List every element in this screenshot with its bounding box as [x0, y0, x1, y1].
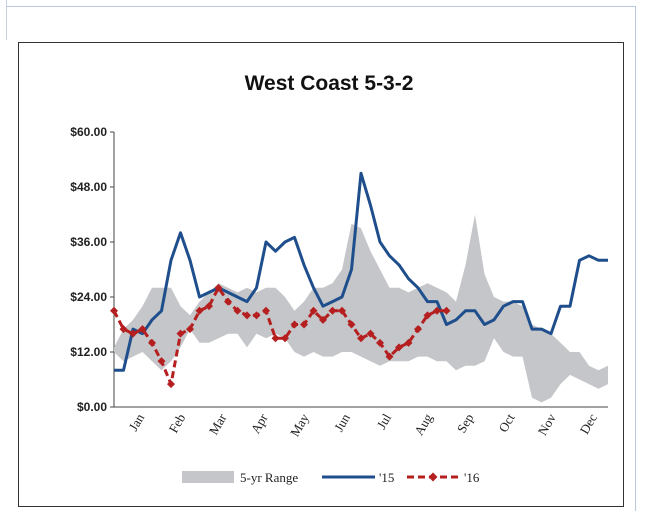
x-tick-label: May — [287, 411, 312, 440]
legend-label-2015: '15 — [379, 470, 394, 485]
y-tick-label: $60.00 — [70, 125, 107, 139]
y-tick-label: $36.00 — [70, 235, 107, 249]
y-tick-label: $12.00 — [70, 345, 107, 359]
x-tick-label: Mar — [206, 410, 230, 437]
series-2016-point — [233, 306, 242, 315]
series-2016-point — [357, 334, 365, 343]
series-2016-point — [338, 306, 346, 315]
y-tick-label: $0.00 — [77, 400, 107, 414]
x-tick-label: Apr — [248, 410, 271, 436]
series-2016-point — [167, 380, 175, 389]
series-2016-point — [290, 320, 299, 329]
x-tick-label: Oct — [495, 411, 518, 435]
y-axis-ticks: $0.00 $12.00 $24.00 $36.00 $48.00 $60.00 — [70, 125, 114, 414]
series-2016-point — [423, 311, 432, 320]
x-tick-label: Jun — [331, 411, 353, 435]
series-2015-line — [114, 171, 608, 372]
series-2016-point — [129, 329, 137, 338]
legend-swatch-range — [182, 471, 234, 483]
x-tick-label: Aug — [411, 411, 435, 438]
x-axis-ticks: Jan Feb Mar Apr May Jun Jul Aug Sep Oct Nov Dec — [126, 410, 601, 439]
legend-marker-2016 — [428, 472, 438, 482]
x-tick-label: Jan — [126, 411, 148, 434]
range-band-group — [114, 214, 608, 403]
series-2016-point — [404, 338, 413, 347]
series-2016-point — [119, 325, 128, 334]
chart-title: West Coast 5-3-2 — [245, 72, 414, 95]
series-2016-point — [395, 343, 403, 352]
series-2016-point — [243, 311, 251, 320]
series-2016-point — [157, 357, 166, 366]
series-2016-point — [224, 297, 232, 306]
series-2016-point — [186, 325, 194, 334]
window-frame — [6, 6, 636, 511]
series-2016-point — [214, 283, 223, 292]
series-2016-point — [328, 306, 337, 315]
legend-label-range: 5-yr Range — [240, 470, 298, 485]
series-2016-point — [176, 329, 185, 338]
x-tick-label: Nov — [535, 411, 559, 438]
series-2016-point — [433, 306, 441, 315]
series-2016-point — [148, 338, 156, 347]
x-tick-label: Jul — [374, 411, 395, 432]
legend-label-2016: '16 — [464, 470, 480, 485]
series-2016-point — [376, 338, 384, 347]
legend: 5-yr Range '15 '16 — [182, 470, 480, 485]
series-2016-point — [309, 306, 318, 315]
window-frame-mark — [6, 0, 7, 40]
series-2016-point — [347, 320, 356, 329]
series-2016-point — [366, 329, 375, 338]
series-2016-point — [319, 315, 327, 324]
series-2016-point — [205, 302, 213, 311]
series-2016-line — [112, 286, 447, 386]
series-2016-point — [195, 306, 204, 315]
series-2016-point — [271, 334, 280, 343]
y-tick-label: $24.00 — [70, 290, 107, 304]
gridlines — [113, 132, 608, 408]
x-tick-label: Sep — [454, 411, 477, 435]
chart-container: West Coast 5-3-2 $0.00 $12.00 $24.00 $36.00… — [18, 42, 624, 507]
series-2016-point — [442, 306, 451, 315]
series-2016-point — [300, 320, 308, 329]
series-2016-point — [262, 306, 270, 315]
x-tick-label: Dec — [577, 411, 601, 437]
range-band — [114, 214, 608, 403]
series-2016-point — [281, 334, 289, 343]
chart-svg: West Coast 5-3-2 $0.00 $12.00 $24.00 $36.00… — [70, 72, 608, 485]
x-tick-label: Feb — [166, 411, 189, 435]
y-tick-label: $48.00 — [70, 180, 107, 194]
series-2016-point — [385, 352, 394, 361]
series-2016-point — [110, 306, 118, 315]
series-2016-point — [252, 311, 261, 320]
series-2016-point — [414, 325, 422, 334]
series-lines — [110, 171, 608, 389]
series-2016-point — [138, 325, 147, 334]
